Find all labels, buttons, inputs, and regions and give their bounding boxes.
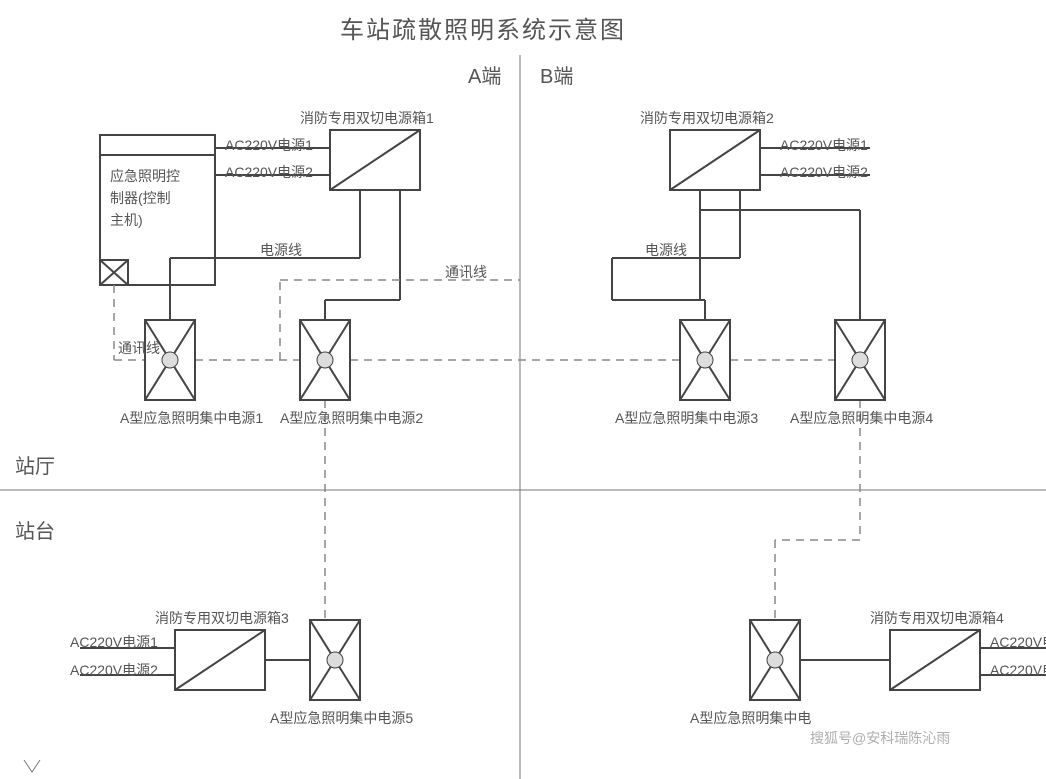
box3-label: 消防专用双切电源箱3	[155, 608, 289, 628]
comm-line-mid: 通讯线	[445, 262, 487, 282]
ps3-label: A型应急照明集中电源3	[615, 408, 758, 428]
platform-label: 站台	[15, 515, 55, 544]
ps1-icon	[145, 320, 195, 400]
ps2-label: A型应急照明集中电源2	[280, 408, 423, 428]
ps4-icon	[835, 320, 885, 400]
diagram-canvas: 车站疏散照明系统示意图 A端 B端 站厅 站台 应急照明控 制器(控制 主机) …	[0, 0, 1046, 779]
controller-label: 应急照明控 制器(控制 主机)	[110, 165, 180, 231]
box1-in2: AC220V电源2	[225, 162, 313, 182]
ps6-icon	[750, 620, 800, 700]
ps5-icon	[310, 620, 360, 700]
diagram-title: 车站疏散照明系统示意图	[340, 10, 626, 45]
power-line-b: 电源线	[645, 240, 687, 260]
ps4-label: A型应急照明集中电源4	[790, 408, 933, 428]
ps2-icon	[300, 320, 350, 400]
box1-in1: AC220V电源1	[225, 135, 313, 155]
box4-label: 消防专用双切电源箱4	[870, 608, 1004, 628]
box2-label: 消防专用双切电源箱2	[640, 108, 774, 128]
comm-line-left: 通讯线	[118, 338, 160, 358]
a-end-label: A端	[468, 60, 501, 89]
ps3-icon	[680, 320, 730, 400]
box4-in1: AC220V电源1	[990, 632, 1046, 652]
ps6-label: A型应急照明集中电	[690, 708, 811, 728]
box2-in1: AC220V电源1	[780, 135, 868, 155]
box1-label: 消防专用双切电源箱1	[300, 108, 434, 128]
box3-in2: AC220V电源2	[70, 660, 158, 680]
hall-label: 站厅	[15, 450, 55, 479]
box4-in2: AC220V电源2	[990, 660, 1046, 680]
watermark: 搜狐号@安科瑞陈沁雨	[810, 728, 950, 748]
box2-in2: AC220V电源2	[780, 162, 868, 182]
ps5-label: A型应急照明集中电源5	[270, 708, 413, 728]
b-end-label: B端	[540, 60, 573, 89]
ps1-label: A型应急照明集中电源1	[120, 408, 263, 428]
box3-in1: AC220V电源1	[70, 632, 158, 652]
power-line-a: 电源线	[260, 240, 302, 260]
